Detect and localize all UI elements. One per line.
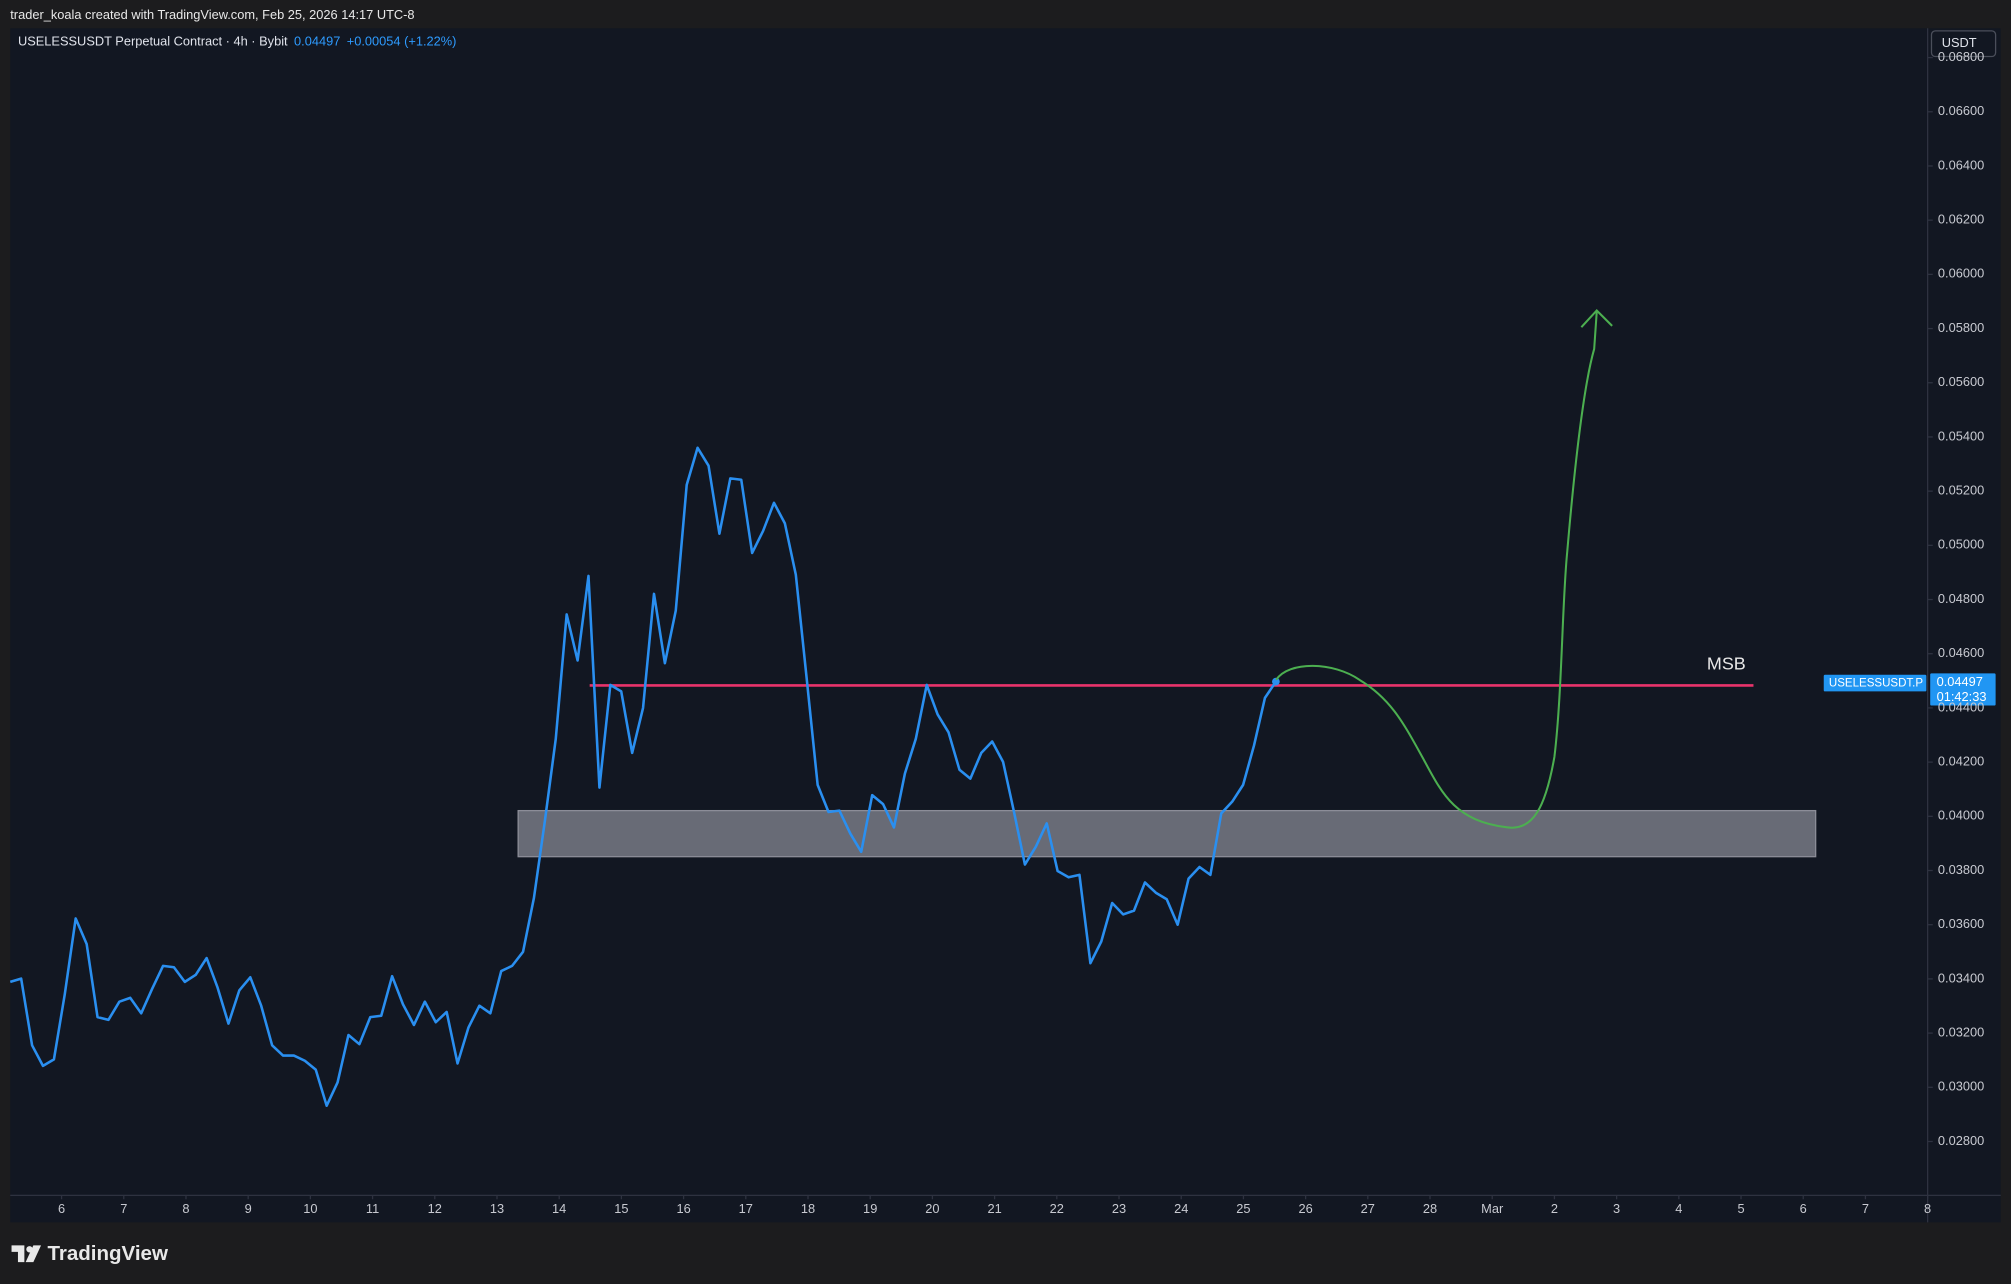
y-tick-label: 0.03000	[1938, 1079, 1984, 1094]
x-tick-label: 6	[1800, 1201, 1807, 1216]
currency-box[interactable]	[1930, 30, 1997, 58]
x-tick-label: 12	[428, 1201, 442, 1216]
x-tick-label: 24	[1174, 1201, 1188, 1216]
price-tag-symbol-box	[1823, 674, 1927, 692]
y-tick-label: 0.02800	[1938, 1133, 1984, 1148]
x-tick-label: 8	[1924, 1201, 1931, 1216]
header: USELESSUSDT Perpetual Contract · 4h · By…	[18, 34, 457, 49]
x-tick-label: 21	[987, 1201, 1001, 1216]
x-tick-label: 22	[1050, 1201, 1064, 1216]
price-tag-symbol: USELESSUSDT.P	[1829, 678, 1924, 690]
credit: trader_koala created with TradingView.co…	[10, 7, 414, 22]
x-tick-label: 15	[614, 1201, 628, 1216]
y-tick-label: 0.06000	[1938, 266, 1984, 281]
symbol: USELESSUSDT Perpetual Contract · 4h · By…	[18, 34, 288, 49]
currency: USDT	[1942, 35, 1977, 50]
y-tick-label: 0.03400	[1938, 970, 1984, 985]
price-tag-box	[1930, 673, 1996, 706]
y-tick-label: 0.03600	[1938, 916, 1984, 931]
msb-label: MSB	[1707, 654, 1746, 674]
price-tag-countdown: 01:42:33	[1937, 689, 1987, 704]
x-tick-label: 14	[552, 1201, 566, 1216]
x-tick-label: 28	[1423, 1201, 1437, 1216]
x-tick-label: 2	[1551, 1201, 1558, 1216]
y-tick-label: 0.05800	[1938, 320, 1984, 335]
y-tick-label: 0.04600	[1938, 645, 1984, 660]
x-tick-label: 27	[1361, 1201, 1375, 1216]
projection-arrowhead	[1580, 308, 1613, 328]
chart-pane	[10, 28, 2001, 1223]
x-tick-label: 26	[1298, 1201, 1312, 1216]
x-tick-label: 11	[366, 1201, 379, 1216]
x-tick-label: 7	[1862, 1201, 1869, 1216]
x-tick-label: 3	[1613, 1201, 1620, 1216]
x-tick-label: 7	[120, 1201, 127, 1216]
y-tick-label: 0.06200	[1938, 212, 1984, 227]
x-tick-label: 13	[490, 1201, 504, 1216]
x-tick-label: 18	[801, 1201, 815, 1216]
x-tick-label: 8	[182, 1201, 189, 1216]
y-tick-label: 0.05400	[1938, 428, 1984, 443]
x-tick-label: 4	[1675, 1201, 1682, 1216]
y-tick-label: 0.04200	[1938, 754, 1984, 769]
x-tick-label: 9	[245, 1201, 252, 1216]
y-tick-label: 0.03200	[1938, 1024, 1984, 1039]
x-tick-label: 10	[303, 1201, 317, 1216]
change: +0.00054 (+1.22%)	[347, 34, 457, 49]
price-line	[9, 446, 1277, 1108]
last-point	[1272, 677, 1280, 686]
y-tick-label: 0.04400	[1938, 699, 1984, 714]
support-zone	[517, 809, 1817, 858]
y-tick-label: 0.06400	[1938, 157, 1984, 172]
y-tick-label: 0.04000	[1938, 808, 1984, 823]
x-tick-label: 23	[1112, 1201, 1126, 1216]
y-tick-label: 0.06600	[1938, 103, 1984, 118]
x-tick-label: 5	[1737, 1201, 1744, 1216]
y-tick-label: 0.04800	[1938, 591, 1984, 606]
x-tick-label: Mar	[1481, 1201, 1504, 1216]
x-tick-label: 16	[676, 1201, 690, 1216]
y-tick-label: 0.05600	[1938, 374, 1984, 389]
price-tag-price: 0.04497	[1937, 674, 1983, 689]
footer-logo	[11, 1245, 42, 1263]
y-tick-label: 0.05200	[1938, 483, 1984, 498]
y-tick-label: 0.03800	[1938, 862, 1984, 877]
x-tick-label: 20	[925, 1201, 939, 1216]
footer-brand: TradingView	[47, 1242, 168, 1265]
y-tick-label: 0.05000	[1938, 537, 1984, 552]
x-tick-label: 17	[739, 1201, 753, 1216]
x-tick-label: 25	[1236, 1201, 1250, 1216]
projection-path	[1275, 311, 1598, 829]
last-price: 0.04497	[294, 34, 340, 49]
x-tick-label: 19	[863, 1201, 877, 1216]
y-tick-label: 0.06800	[1938, 49, 1984, 64]
x-tick-label: 6	[58, 1201, 65, 1216]
